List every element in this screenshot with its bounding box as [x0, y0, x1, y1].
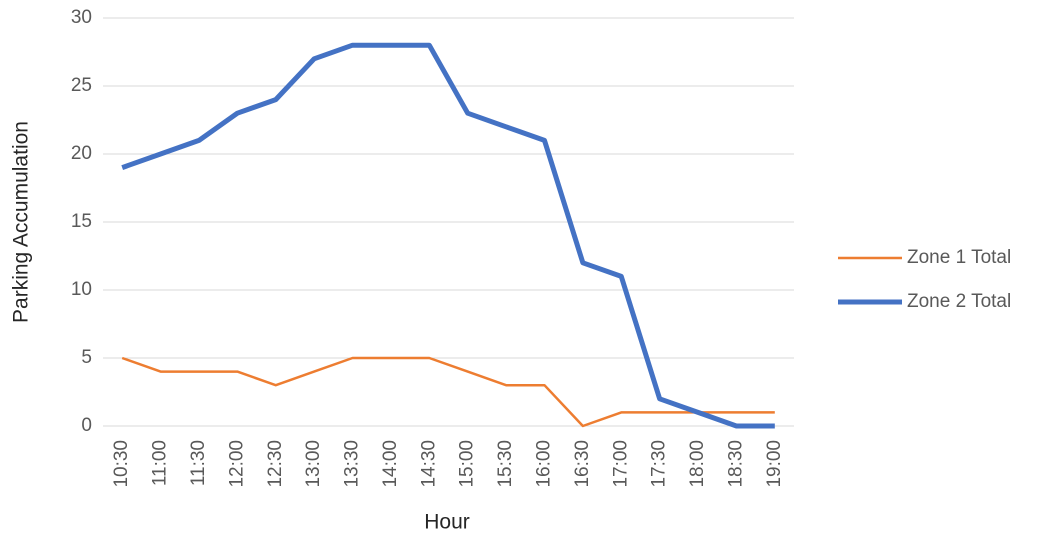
data-line: [121, 356, 775, 428]
y-tick-label: 10: [71, 279, 92, 300]
y-tick-label: 0: [81, 415, 92, 436]
x-tick-label: 16:30: [572, 440, 593, 488]
x-tick-label: 12:30: [265, 440, 286, 488]
legend-label: Zone 1 Total: [907, 247, 1011, 268]
y-tick-label: 20: [71, 143, 92, 164]
y-tick-label: 30: [71, 7, 92, 28]
x-tick-label: 14:00: [380, 440, 401, 488]
data-line: [121, 42, 775, 429]
x-tick-label: 13:30: [342, 440, 363, 488]
x-tick-label: 12:00: [226, 440, 247, 488]
x-tick-label: 19:00: [764, 440, 785, 488]
y-axis-title: Parking Accumulation: [10, 121, 33, 323]
y-tick-label: 5: [81, 347, 92, 368]
x-tick-label: 16:00: [533, 440, 554, 488]
y-tick-label: 25: [71, 75, 92, 96]
x-tick-label: 17:30: [649, 440, 670, 488]
x-tick-label: 11:00: [150, 440, 171, 486]
legend-label: Zone 2 Total: [907, 291, 1011, 312]
x-tick-label: 18:30: [725, 440, 746, 488]
x-tick-label: 17:00: [610, 440, 631, 488]
x-axis-title: Hour: [424, 511, 470, 534]
x-tick-label: 13:00: [303, 440, 324, 488]
y-tick-label: 15: [71, 211, 92, 232]
x-tick-label: 18:00: [687, 440, 708, 488]
x-tick-label: 11:30: [188, 440, 209, 486]
x-tick-label: 15:00: [457, 440, 478, 488]
x-tick-label: 15:30: [495, 440, 516, 488]
x-tick-label: 14:30: [418, 440, 439, 488]
x-tick-label: 10:30: [111, 440, 132, 488]
